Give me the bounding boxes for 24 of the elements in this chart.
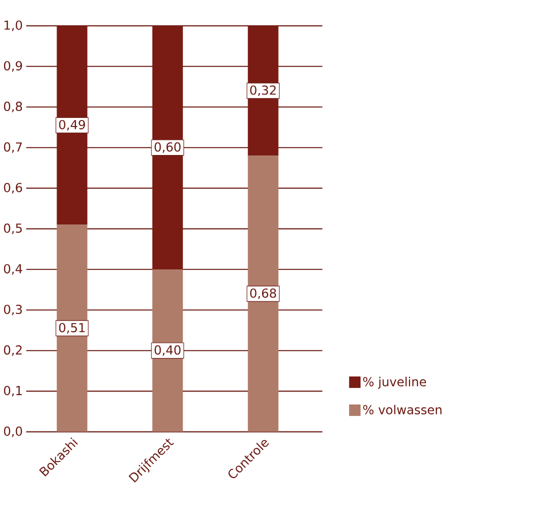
y-tick-label: 0,7 [4, 142, 22, 153]
bar [56, 26, 88, 225]
y-tick-label: 0,3 [4, 304, 22, 316]
legend-label: % juveline [363, 376, 426, 389]
y-tick-label: 0,8 [4, 102, 22, 112]
bar [152, 26, 183, 270]
bar [248, 156, 278, 432]
bar [56, 224, 88, 432]
data-label: 0,32 [250, 85, 276, 96]
y-tick-label: 0,0 [4, 426, 22, 438]
y-tick-label: 0,5 [4, 223, 22, 234]
bar [152, 269, 183, 432]
y-tick-label: 1,0 [4, 20, 22, 32]
y-tick-label: 0,1 [4, 386, 22, 396]
y-tick-label: 0,4 [4, 264, 22, 275]
legend-label: % volwassen [363, 404, 442, 414]
data-label: 0,60 [154, 142, 181, 153]
y-tick-label: 0,6 [4, 182, 22, 194]
data-label: 0,51 [59, 322, 85, 334]
y-tick-label: 0,2 [4, 345, 22, 356]
data-label: 0,49 [59, 120, 85, 131]
data-label: 0,68 [250, 288, 276, 300]
data-label: 0,40 [154, 345, 181, 356]
y-tick-label: 0,9 [4, 61, 22, 72]
